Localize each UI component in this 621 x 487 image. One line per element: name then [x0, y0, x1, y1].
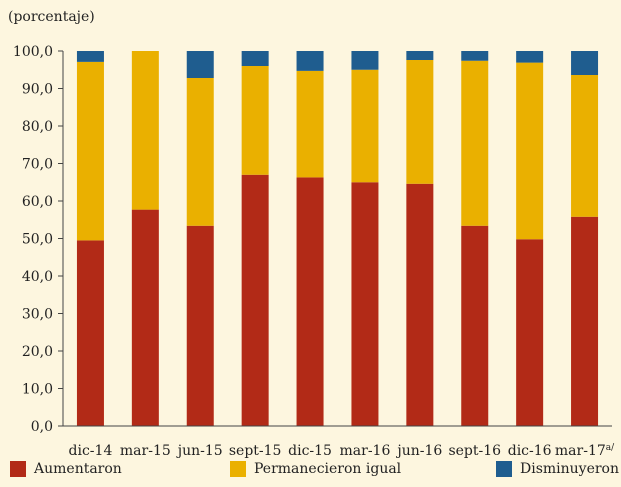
x-tick-label: mar-15: [120, 443, 171, 459]
y-tick-label: 0,0: [31, 419, 53, 435]
x-tick-label: sept-16: [448, 443, 501, 459]
y-tick-label: 20,0: [22, 344, 53, 360]
bar-aumentaron-dic-14: [76, 240, 104, 427]
y-tick-label: 100,0: [13, 44, 53, 60]
bar-aumentaron-mar-15: [131, 209, 159, 426]
bar-permanecieron-igual-dic-15: [296, 70, 324, 178]
x-tick-label: dic-14: [69, 443, 113, 459]
bar-disminuyeron-sept-16: [461, 51, 489, 61]
bar-aumentaron-mar-16: [351, 182, 379, 426]
legend-item-permanecieron-igual: Permanecieron igual: [230, 461, 401, 477]
y-axis: 0,0 10,0 20,0 30,0 40,0 50,0 60,0 70,0 80,0 90,0 1…: [13, 44, 64, 435]
y-tick-label: 90,0: [22, 82, 53, 98]
x-tick-label: dic-15: [288, 443, 332, 459]
legend-label-permanecieron-igual: Permanecieron igual: [254, 461, 402, 477]
legend: Aumentaron Permanecieron igual Disminuye…: [0, 461, 621, 485]
x-tick-label: sept-15: [229, 443, 282, 459]
bar-aumentaron-jun-16: [406, 183, 434, 426]
y-tick-label: 70,0: [22, 157, 53, 173]
y-tick-label: 40,0: [22, 269, 53, 285]
bar-permanecieron-igual-sept-16: [461, 60, 489, 226]
x-axis: dic-14 mar-15 jun-15 sept-15 dic-15 mar-16 jun…: [63, 425, 615, 459]
y-tick-label: 80,0: [22, 119, 53, 135]
legend-item-disminuyeron: Disminuyeron: [496, 461, 619, 477]
legend-swatch-permanecieron-igual: [230, 461, 246, 477]
x-tick-label: mar-16: [340, 443, 391, 459]
bar-permanecieron-igual-mar-15: [131, 51, 159, 210]
bar-aumentaron-sept-15: [241, 174, 269, 426]
legend-item-aumentaron: Aumentaron: [10, 461, 122, 477]
bar-aumentaron-dic-16: [516, 239, 544, 426]
bar-permanecieron-igual-mar-17: [571, 75, 599, 217]
bar-disminuyeron-mar-16: [351, 51, 379, 70]
legend-label-disminuyeron: Disminuyeron: [520, 461, 620, 477]
x-tick-label: dic-16: [508, 443, 552, 459]
bar-disminuyeron-dic-14: [76, 51, 104, 62]
legend-swatch-aumentaron: [10, 461, 26, 477]
bar-permanecieron-igual-dic-14: [76, 61, 104, 241]
bar-disminuyeron-mar-17: [571, 51, 599, 75]
unit-label: (porcentaje): [8, 9, 95, 25]
y-tick-label: 60,0: [22, 194, 53, 210]
x-tick-label: jun-15: [176, 443, 223, 459]
y-tick-label: 50,0: [22, 232, 53, 248]
y-tick-label: 30,0: [22, 307, 53, 323]
legend-label-aumentaron: Aumentaron: [34, 461, 122, 477]
bar-disminuyeron-jun-16: [406, 51, 434, 60]
bar-disminuyeron-dic-16: [516, 51, 544, 63]
bar-permanecieron-igual-dic-16: [516, 62, 544, 240]
stacked-bar-chart: (porcentaje) 0,0 10,0 20,0 30,0 40,0 50,0 60,0…: [8, 9, 615, 459]
bar-permanecieron-igual-jun-16: [406, 60, 434, 184]
bar-disminuyeron-jun-15: [186, 51, 214, 78]
bar-aumentaron-jun-15: [186, 225, 214, 426]
legend-swatch-disminuyeron: [496, 461, 512, 477]
bar-permanecieron-igual-mar-16: [351, 69, 379, 183]
bar-aumentaron-mar-17: [571, 216, 599, 426]
y-tick-label: 10,0: [22, 382, 53, 398]
bars-group: [76, 51, 599, 427]
bar-aumentaron-dic-15: [296, 177, 324, 426]
x-tick-label: jun-16: [395, 443, 442, 459]
bar-permanecieron-igual-sept-15: [241, 66, 269, 175]
x-tick-label: mar-17a/: [555, 443, 615, 459]
bar-permanecieron-igual-jun-15: [186, 78, 214, 226]
bar-aumentaron-sept-16: [461, 225, 489, 426]
bar-disminuyeron-sept-15: [241, 51, 269, 66]
bar-disminuyeron-dic-15: [296, 51, 324, 71]
